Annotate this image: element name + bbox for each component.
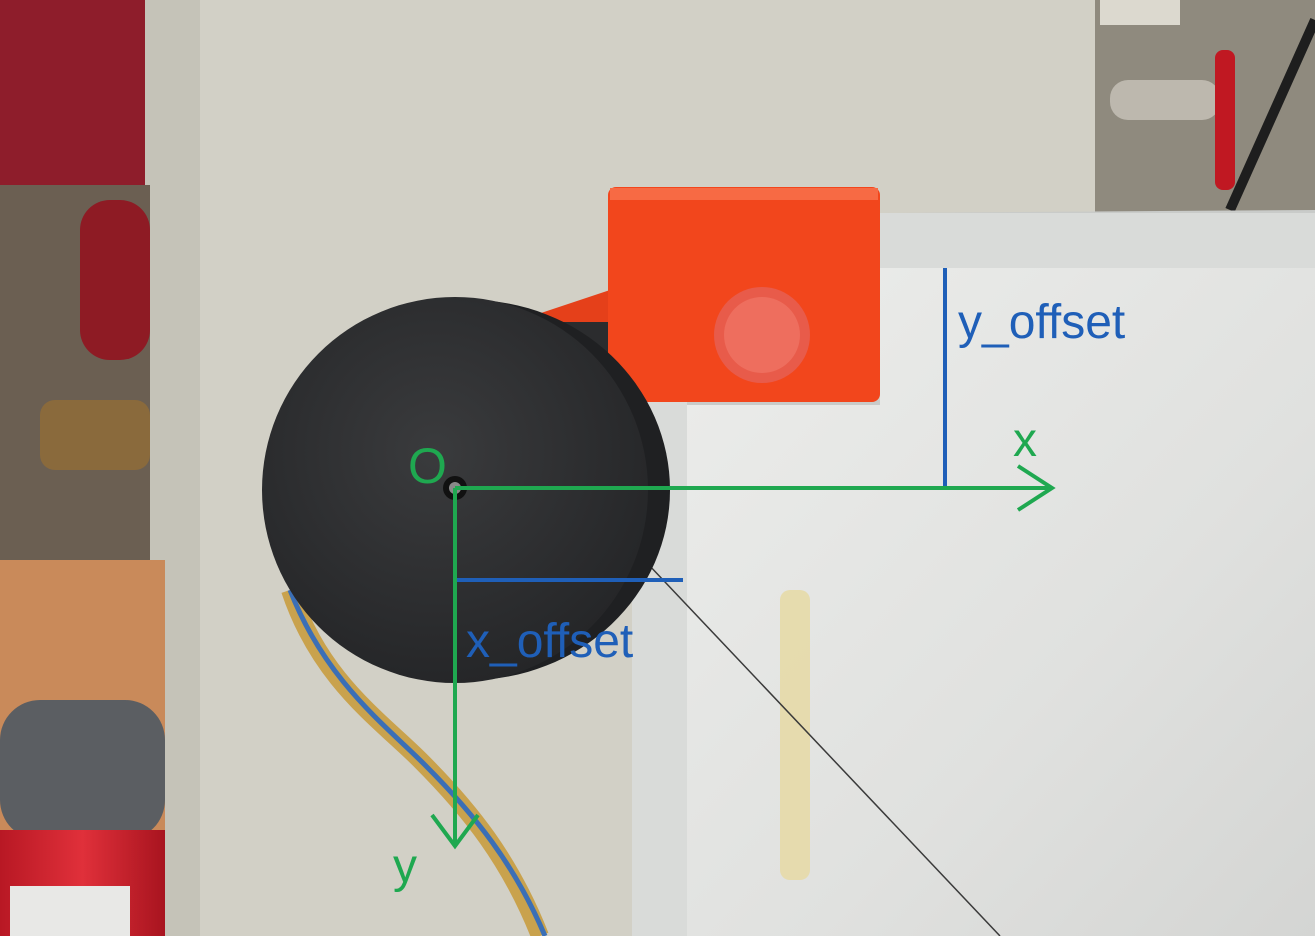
black-cable bbox=[1225, 17, 1315, 213]
x-axis-arrow bbox=[455, 464, 1056, 512]
y-axis-arrow bbox=[430, 488, 480, 850]
red-pipe bbox=[80, 200, 150, 360]
pipe-box bbox=[1100, 0, 1180, 25]
origin-label: O bbox=[408, 438, 447, 494]
pipe bbox=[1110, 80, 1220, 120]
wire-blue bbox=[287, 589, 548, 936]
fire-extinguisher bbox=[0, 700, 165, 936]
red-panel bbox=[0, 0, 145, 185]
y-offset-label: y_offset bbox=[958, 296, 1125, 349]
x-axis-label: x bbox=[1013, 414, 1037, 467]
brass-fitting bbox=[40, 400, 150, 470]
string bbox=[629, 544, 1001, 936]
y-axis-label: y bbox=[393, 840, 417, 893]
x-offset-label: x_offset bbox=[466, 615, 633, 668]
tape-residue bbox=[780, 590, 810, 880]
red-valve bbox=[1215, 50, 1235, 190]
